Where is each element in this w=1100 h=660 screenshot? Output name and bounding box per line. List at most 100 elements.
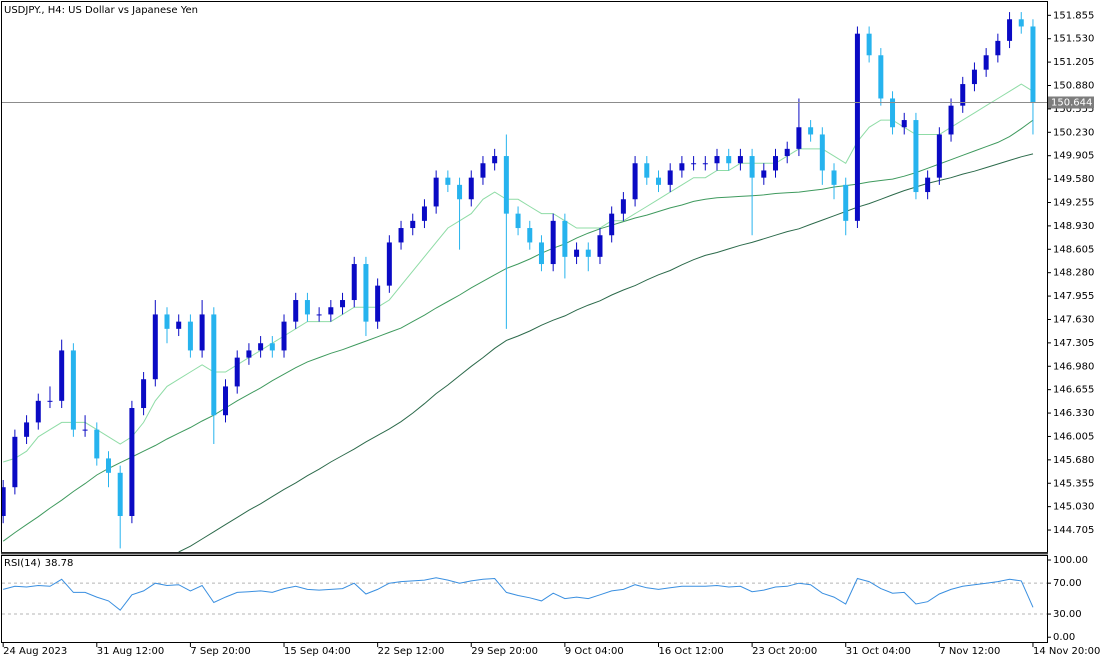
x-tick-label: 15 Sep 04:00 xyxy=(284,646,351,657)
candle-body xyxy=(457,184,463,200)
candle-body xyxy=(620,199,626,214)
candle-body xyxy=(784,148,790,157)
y-tick-label: 147.630 xyxy=(1053,314,1094,325)
x-tick-label: 23 Oct 20:00 xyxy=(752,646,817,657)
candle-body xyxy=(47,400,53,402)
candle-body xyxy=(714,156,720,164)
candle-body xyxy=(702,163,708,165)
candle-body xyxy=(761,170,767,178)
candle-body xyxy=(105,458,111,473)
moving-average xyxy=(2,119,1034,542)
candle-body xyxy=(843,184,849,221)
candle-body xyxy=(585,249,591,257)
candle-body xyxy=(948,105,954,135)
candle-body xyxy=(117,472,123,517)
candle-body xyxy=(854,33,860,221)
candle-body xyxy=(971,69,977,85)
candle-body xyxy=(667,170,673,185)
candle-body xyxy=(609,213,615,236)
candle-body xyxy=(164,314,170,329)
candle-body xyxy=(375,285,381,322)
candle-body xyxy=(129,408,135,517)
candle-body xyxy=(433,177,439,207)
candle-body xyxy=(269,343,275,351)
candle-body xyxy=(363,264,369,322)
candle-body xyxy=(340,300,346,308)
price-panel xyxy=(2,12,1047,552)
y-tick-label: 151.205 xyxy=(1053,57,1094,68)
candle-body xyxy=(644,163,650,178)
candle-body xyxy=(597,235,603,257)
candle-body xyxy=(890,98,896,128)
candle-body xyxy=(468,177,474,200)
y-tick-label: 149.580 xyxy=(1053,174,1094,185)
x-tick-label: 24 Aug 2023 xyxy=(3,646,67,657)
rsi-frame xyxy=(1,555,1048,643)
candle-body xyxy=(1030,26,1036,103)
y-tick-label: 145.680 xyxy=(1053,455,1094,466)
candle-body xyxy=(737,156,743,164)
y-tick-label: 147.955 xyxy=(1053,291,1094,302)
candle-body xyxy=(234,357,240,387)
candle-body xyxy=(480,163,486,178)
y-tick-label: 149.905 xyxy=(1053,151,1094,162)
y-tick-label: 145.355 xyxy=(1053,478,1094,489)
candle-body xyxy=(445,177,451,185)
y-tick-label: 146.655 xyxy=(1053,385,1094,396)
candle-body xyxy=(410,220,416,229)
x-tick-label: 31 Aug 12:00 xyxy=(97,646,164,657)
candle-body xyxy=(258,343,264,351)
current-price-label: 150.644 xyxy=(1051,97,1092,108)
candle-body xyxy=(515,213,521,229)
candle-body xyxy=(304,300,310,315)
candle-body xyxy=(246,350,252,358)
candle-body xyxy=(878,55,884,99)
y-tick-label: 147.305 xyxy=(1053,338,1094,349)
candle-body xyxy=(421,206,427,221)
chart-title: USDJPY., H4: US Dollar vs Japanese Yen xyxy=(4,5,198,16)
candle-body xyxy=(655,177,661,185)
candle-body xyxy=(527,228,533,243)
candle-body xyxy=(679,163,685,171)
current-price-tag xyxy=(1048,96,1094,109)
y-tick-label: 30.00 xyxy=(1053,609,1082,620)
candle-body xyxy=(538,242,544,265)
rsi-panel xyxy=(2,577,1047,615)
rsi-line xyxy=(3,577,1034,611)
moving-average xyxy=(178,153,1034,552)
candle-body xyxy=(82,429,88,431)
candle-body xyxy=(351,264,357,301)
candle-body xyxy=(796,127,802,149)
candle-body xyxy=(187,321,193,351)
candle-body xyxy=(176,321,182,329)
candle-body xyxy=(819,134,825,171)
candle-body xyxy=(960,84,966,106)
candle-body xyxy=(328,307,334,315)
candle-body xyxy=(12,436,18,488)
candle-body xyxy=(141,379,147,409)
y-tick-label: 150.230 xyxy=(1053,127,1094,138)
candle-body xyxy=(1007,19,1013,41)
candle-body xyxy=(223,386,229,416)
x-tick-label: 29 Sep 20:00 xyxy=(471,646,538,657)
moving-average xyxy=(3,83,1034,463)
candle-body xyxy=(398,228,404,243)
x-tick-label: 31 Oct 04:00 xyxy=(846,646,911,657)
x-tick-label: 7 Nov 12:00 xyxy=(939,646,1000,657)
candle-body xyxy=(316,314,322,316)
y-tick-label: 148.280 xyxy=(1053,268,1094,279)
rsi-last-value: 38.78 xyxy=(45,558,74,569)
candle-body xyxy=(866,33,872,56)
candle-body xyxy=(199,314,205,351)
x-tick-label: 16 Oct 12:00 xyxy=(658,646,723,657)
candle-body xyxy=(24,422,30,437)
y-tick-label: 148.930 xyxy=(1053,221,1094,232)
y-tick-label: 70.00 xyxy=(1053,578,1082,589)
y-tick-label: 146.980 xyxy=(1053,361,1094,372)
candle-body xyxy=(936,134,942,178)
y-tick-label: 151.530 xyxy=(1053,34,1094,45)
y-tick-label: 149.255 xyxy=(1053,197,1094,208)
candle-body xyxy=(749,156,755,178)
